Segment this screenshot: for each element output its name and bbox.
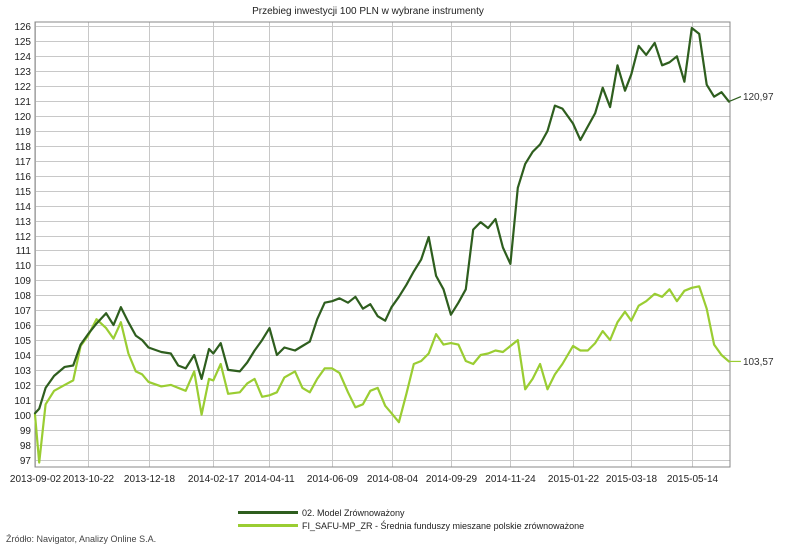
y-tick-label: 102 [14,381,31,392]
y-tick-label: 119 [15,127,31,138]
x-tick-label: 2013-09-02 [10,474,62,485]
legend-label-average: FI_SAFU-MP_ZR - Średnia funduszy mieszan… [302,520,585,531]
y-tick-label: 101 [14,396,31,407]
y-tick-label: 114 [15,202,31,213]
y-tick-label: 103 [14,366,31,377]
series-line-model [33,26,731,415]
labels-layer: 97 98 99 100 101 102 103 104 105 106 107 108 109 110 1… [10,22,774,485]
x-tick-label: 2013-10-22 [63,474,115,485]
x-tick-label: 2014-11-24 [485,474,536,485]
y-tick-label: 104 [14,351,31,362]
y-tick-label: 113 [15,217,31,228]
y-tick-label: 105 [14,336,31,347]
x-tick-label: 2014-08-04 [367,474,419,485]
end-label-leader [728,96,742,103]
grid [35,22,730,467]
y-tick-label: 97 [20,456,32,467]
y-tick-label: 111 [16,246,32,257]
y-tick-label: 120 [14,112,31,123]
y-tick-label: 98 [20,441,32,452]
y-tick-label: 115 [15,187,31,198]
y-tick-label: 110 [15,261,31,272]
end-label-average: 103,57 [743,357,774,368]
y-tick-label: 112 [15,232,31,243]
legend-label-model: 02. Model Zrównoważony [302,507,405,518]
y-tick-label: 117 [15,157,31,168]
y-tick-label: 124 [14,52,31,63]
y-tick-label: 107 [14,306,31,317]
legend-swatch-average [238,524,298,527]
legend: 02. Model Zrównoważony FI_SAFU-MP_ZR - Ś… [238,506,584,532]
x-tick-label: 2014-09-29 [426,474,478,485]
x-tick-label: 2015-05-14 [667,474,719,485]
y-tick-label: 116 [15,172,31,183]
x-tick-label: 2015-03-18 [606,474,658,485]
legend-item-average: FI_SAFU-MP_ZR - Średnia funduszy mieszan… [238,519,584,532]
y-tick-label: 99 [20,426,32,437]
y-tick-label: 123 [14,67,31,78]
y-tick-label: 121 [14,97,31,108]
x-tick-label: 2015-01-22 [548,474,600,485]
y-tick-label: 108 [14,291,31,302]
x-tick-label: 2014-04-11 [244,474,295,485]
y-tick-label: 118 [15,142,31,153]
y-tick-label: 100 [14,411,31,422]
x-tick-label: 2014-02-17 [188,474,240,485]
legend-swatch-model [238,511,298,514]
plot-frame [34,21,731,468]
chart-title: Przebieg inwestycji 100 PLN w wybrane in… [252,6,484,17]
x-tick-label: 2013-12-18 [124,474,176,485]
series-layer [33,26,731,464]
series-line-average [33,285,731,464]
y-tick-label: 126 [14,22,31,33]
end-label-model: 120,97 [743,92,774,103]
y-tick-label: 122 [14,82,31,93]
axes [34,21,731,468]
y-tick-label: 125 [14,37,31,48]
legend-item-model: 02. Model Zrównoważony [238,506,584,519]
y-tick-label: 109 [14,276,31,287]
y-tick-label: 106 [14,321,31,332]
source-note: Źródło: Navigator, Analizy Online S.A. [6,534,157,544]
x-tick-label: 2014-06-09 [307,474,359,485]
